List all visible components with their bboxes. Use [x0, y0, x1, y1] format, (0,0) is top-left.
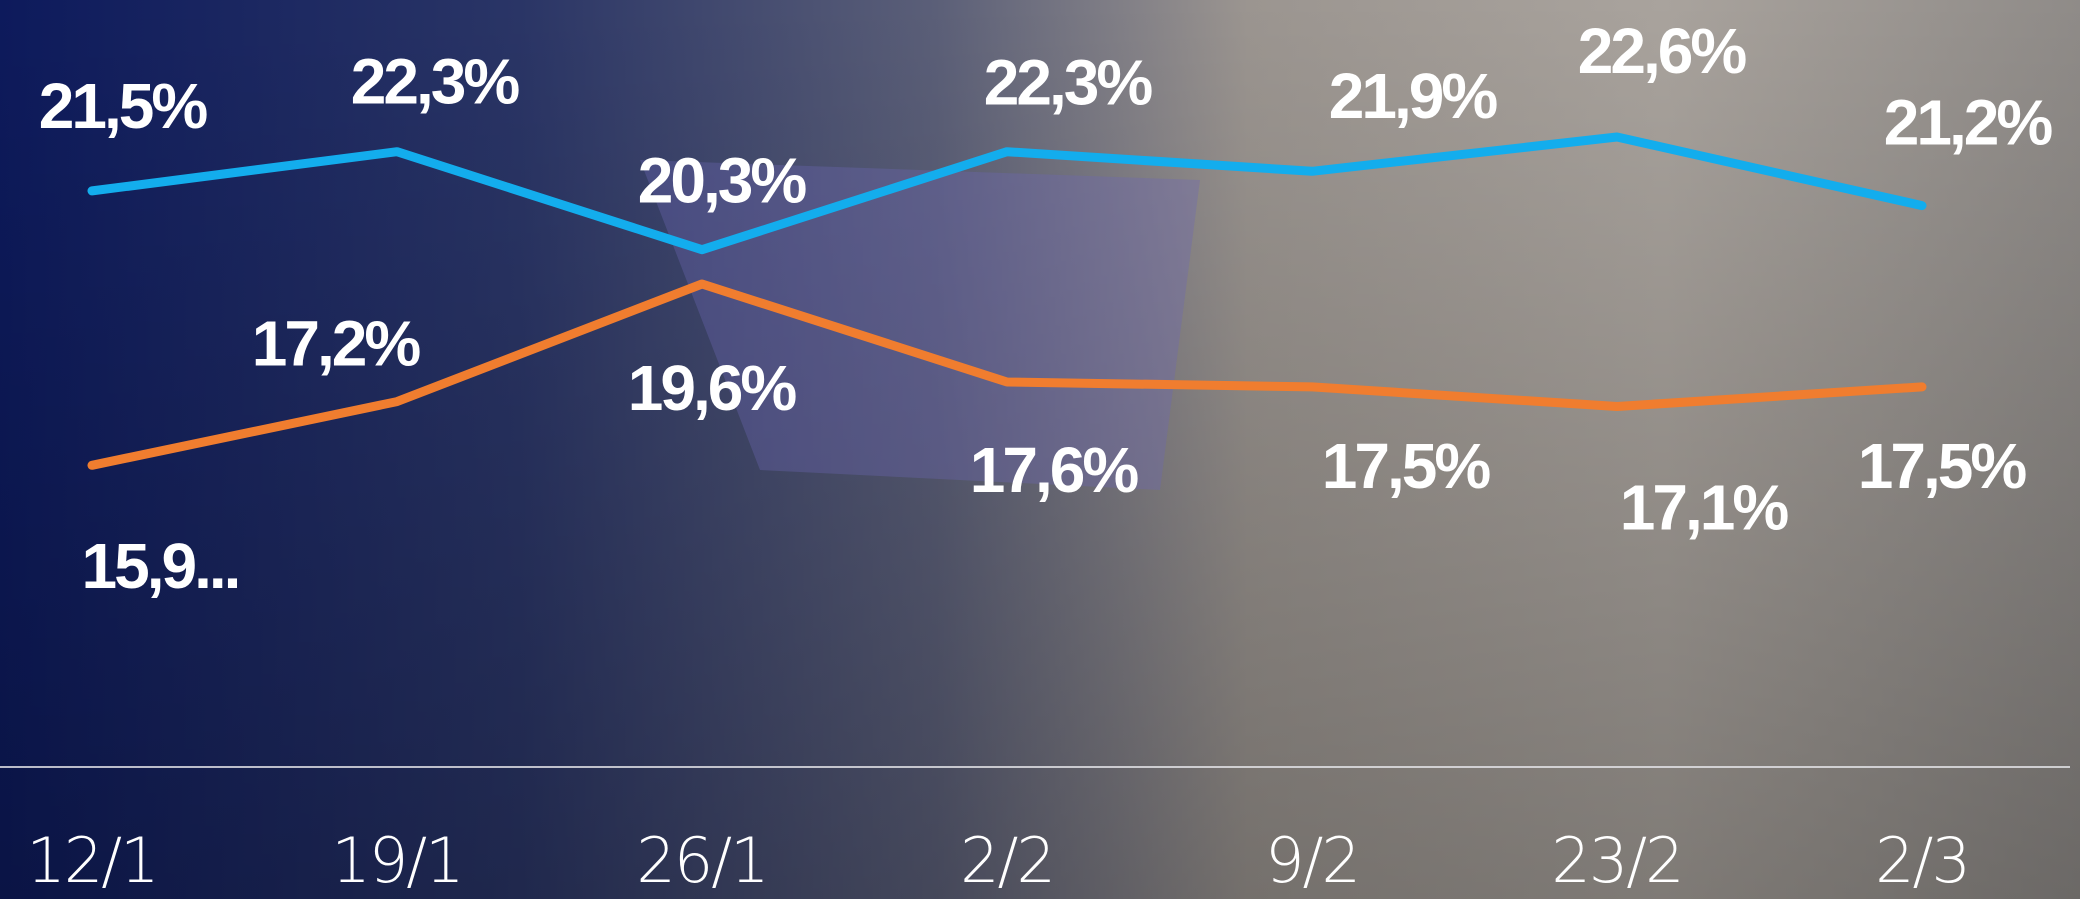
background-shape [640, 160, 1200, 490]
data-label: 17,5% [1322, 430, 1491, 502]
data-label: 22,3% [351, 46, 520, 118]
x-tick-label: 26/1 [636, 824, 767, 897]
data-label: 21,9% [1329, 60, 1498, 132]
x-tick-label: 2/3 [1875, 824, 1969, 897]
data-label: 17,5% [1858, 430, 2027, 502]
series-line [87, 279, 1927, 470]
x-tick-label: 12/1 [26, 824, 157, 897]
series-line [87, 132, 1927, 255]
x-tick-label: 2/2 [960, 824, 1054, 897]
data-label: 17,2% [252, 308, 421, 380]
x-tick-label: 9/2 [1265, 824, 1359, 897]
data-label: 17,6% [970, 434, 1139, 506]
x-tick-label: 23/2 [1551, 824, 1682, 897]
x-tick-label: 19/1 [331, 824, 462, 897]
data-label: 17,1% [1620, 471, 1789, 543]
data-label: 21,2% [1884, 87, 2053, 159]
data-label: 22,6% [1578, 15, 1747, 87]
data-label: 21,5% [39, 70, 208, 142]
data-label: 22,3% [984, 47, 1153, 119]
data-label: 15,9... [82, 530, 239, 602]
data-label: 19,6% [628, 352, 797, 424]
data-label: 20,3% [638, 145, 807, 217]
